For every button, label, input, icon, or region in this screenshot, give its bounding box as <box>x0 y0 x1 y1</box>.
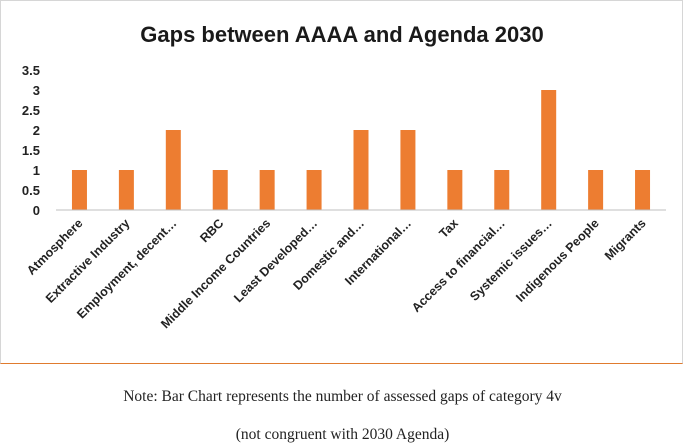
x-tick-label: Employment, decent… <box>74 216 179 321</box>
bar <box>635 170 651 210</box>
y-tick-label: 1 <box>33 163 40 178</box>
y-tick-label: 3.5 <box>22 63 40 78</box>
x-tick-label: Least Developed… <box>231 216 320 305</box>
y-tick-label: 2 <box>33 123 40 138</box>
bar <box>541 90 557 210</box>
x-tick-label: Migrants <box>602 216 649 263</box>
y-tick-label: 0 <box>33 203 40 218</box>
bar <box>306 170 322 210</box>
bar <box>353 130 369 210</box>
x-tick-label: Extractive Industry <box>43 216 133 306</box>
y-tick-label: 3 <box>33 83 40 98</box>
bar <box>71 170 87 210</box>
bar <box>494 170 510 210</box>
bar <box>400 130 416 210</box>
bar <box>447 170 463 210</box>
bar-chart: Gaps between AAAA and Agenda 2030 0 0.5 1 1… <box>22 22 666 331</box>
y-axis: 0 0.5 1 1.5 2 2.5 3 3.5 <box>22 63 40 218</box>
y-tick-label: 1.5 <box>22 143 40 158</box>
x-tick-label: Systemic issues… <box>467 216 555 304</box>
chart-frame: Gaps between AAAA and Agenda 2030 0 0.5 1 1… <box>0 0 683 364</box>
bar <box>165 130 181 210</box>
x-tick-label: Tax <box>436 216 461 241</box>
y-tick-label: 0.5 <box>22 183 40 198</box>
figure-note: Note: Bar Chart represents the number of… <box>123 388 562 405</box>
bar <box>212 170 228 210</box>
bar <box>588 170 604 210</box>
figure-note-continuation: (not congruent with 2030 Agenda) <box>235 426 450 443</box>
y-tick-label: 2.5 <box>22 103 40 118</box>
bar <box>259 170 275 210</box>
bar <box>118 170 134 210</box>
x-tick-label: Indigenous People <box>513 216 602 305</box>
x-tick-label: RBC <box>197 216 226 245</box>
bar-series <box>71 90 651 210</box>
chart-title: Gaps between AAAA and Agenda 2030 <box>140 22 543 47</box>
x-tick-label: Access to financial… <box>409 216 508 315</box>
